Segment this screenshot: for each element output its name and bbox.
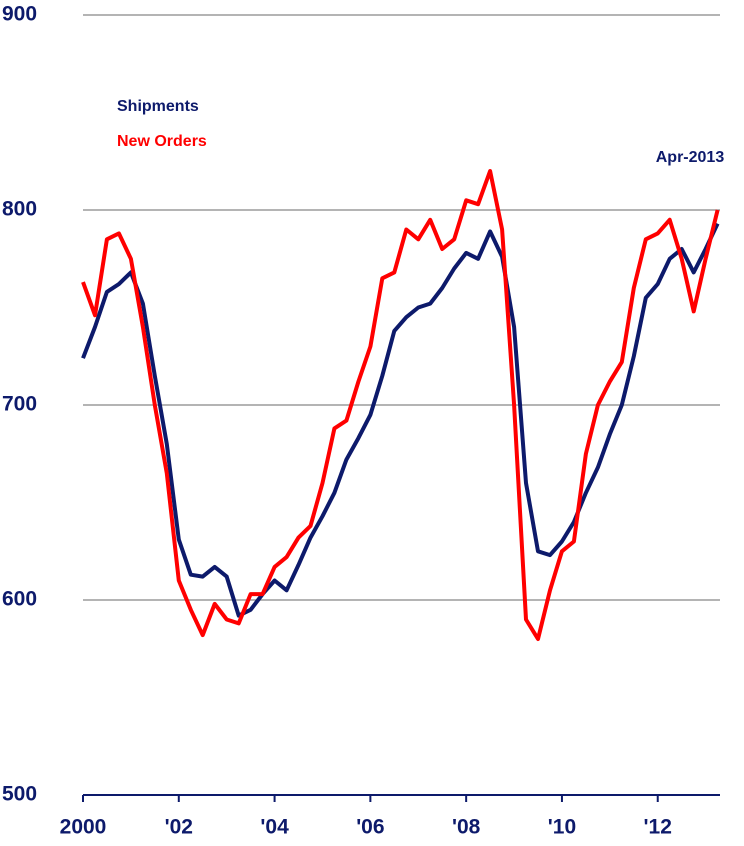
- legend-label: Shipments: [117, 98, 199, 115]
- x-tick-label: '10: [548, 816, 576, 839]
- y-tick-label: 600: [2, 588, 37, 611]
- x-tick-label: '02: [165, 816, 193, 839]
- legend-label: New Orders: [117, 133, 207, 150]
- series-line: [81, 222, 720, 618]
- series-line: [81, 169, 720, 641]
- x-tick-label: '08: [452, 816, 481, 839]
- x-tick-label: '12: [644, 816, 672, 839]
- annotation: Apr-2013: [656, 149, 725, 166]
- x-tick-label: 2000: [60, 816, 107, 839]
- y-tick-label: 500: [2, 783, 37, 806]
- y-tick-label: 800: [2, 198, 37, 221]
- y-tick-label: 900: [2, 3, 37, 26]
- x-tick-label: '06: [356, 816, 384, 839]
- x-tick-label: '04: [260, 816, 289, 839]
- y-tick-label: 700: [2, 393, 37, 416]
